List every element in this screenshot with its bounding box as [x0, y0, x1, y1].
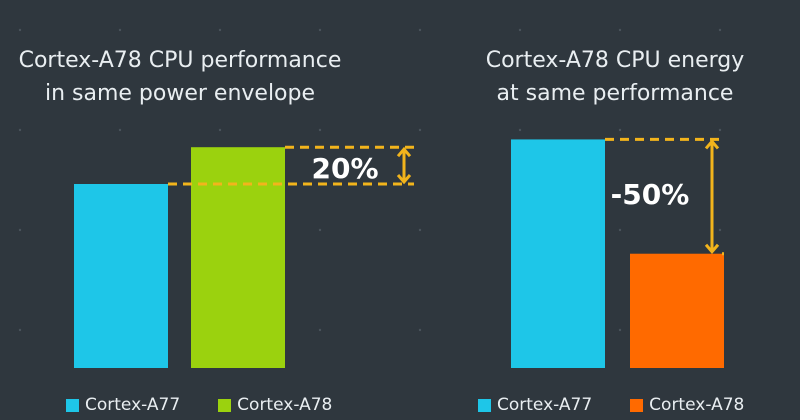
- bar-cortex-a77: [511, 139, 605, 368]
- performance-chart: 20%: [74, 145, 414, 368]
- delta-label: -50%: [611, 178, 690, 211]
- bar-cortex-a77: [74, 184, 168, 368]
- chart-title-line: Cortex-A78 CPU performance: [18, 48, 342, 73]
- chart-title-line: at same performance: [496, 81, 734, 106]
- background-dot: [18, 28, 22, 32]
- background-dot: [418, 128, 422, 132]
- delta-arrow-head-top: [704, 139, 720, 150]
- background-dot: [18, 328, 22, 332]
- background-dot: [518, 28, 522, 32]
- background-dot: [618, 28, 622, 32]
- delta-label: 20%: [311, 152, 378, 185]
- chart-title-performance: Cortex-A78 CPU performance in same power…: [0, 44, 360, 110]
- legend-item-cortex-a78: Cortex-A78: [630, 395, 744, 415]
- background-dot: [418, 28, 422, 32]
- bar-cortex-a78: [630, 253, 724, 368]
- background-dot: [418, 328, 422, 332]
- background-dot: [218, 28, 222, 32]
- delta-arrow-head-bottom: [396, 174, 412, 185]
- legend-item-cortex-a77: Cortex-A77: [478, 395, 592, 415]
- chart-title-line: in same power envelope: [44, 81, 316, 106]
- background-dot: [18, 128, 22, 132]
- background-dot: [318, 28, 322, 32]
- chart-title-line: Cortex-A78 CPU energy: [485, 48, 745, 73]
- legend-item-cortex-a78: Cortex-A78: [218, 395, 332, 415]
- background-dot: [718, 128, 722, 132]
- chart-title-energy: Cortex-A78 CPU energy at same performanc…: [465, 44, 765, 110]
- background-dot: [118, 128, 122, 132]
- legend-label: Cortex-A77: [497, 395, 593, 415]
- legend-swatch: [218, 398, 232, 412]
- background-dot: [318, 128, 322, 132]
- background-dot: [718, 28, 722, 32]
- background-dot: [718, 228, 722, 232]
- background-dot: [618, 228, 622, 232]
- legend-energy: Cortex-A77 Cortex-A78: [478, 390, 782, 420]
- legend-swatch: [630, 398, 644, 412]
- legend-item-cortex-a77: Cortex-A77: [66, 395, 180, 415]
- background-dot: [318, 228, 322, 232]
- bar-cortex-a78: [191, 147, 285, 368]
- background-dot: [218, 128, 222, 132]
- energy-chart: -50%: [511, 137, 724, 368]
- background-dot: [618, 328, 622, 332]
- background-dot: [318, 328, 322, 332]
- legend-performance: Cortex-A77 Cortex-A78: [66, 390, 370, 420]
- legend-swatch: [66, 398, 79, 412]
- background-dot: [518, 128, 522, 132]
- legend-label: Cortex-A78: [649, 395, 745, 415]
- legend-swatch: [478, 398, 491, 412]
- legend-label: Cortex-A77: [85, 395, 181, 415]
- delta-arrow-head-top: [396, 146, 412, 158]
- delta-arrow-head-bottom: [704, 243, 720, 255]
- background-dot: [18, 228, 22, 232]
- background-dot: [118, 28, 122, 32]
- background-dot: [618, 128, 622, 132]
- legend-label: Cortex-A78: [237, 395, 333, 415]
- background-dot: [418, 228, 422, 232]
